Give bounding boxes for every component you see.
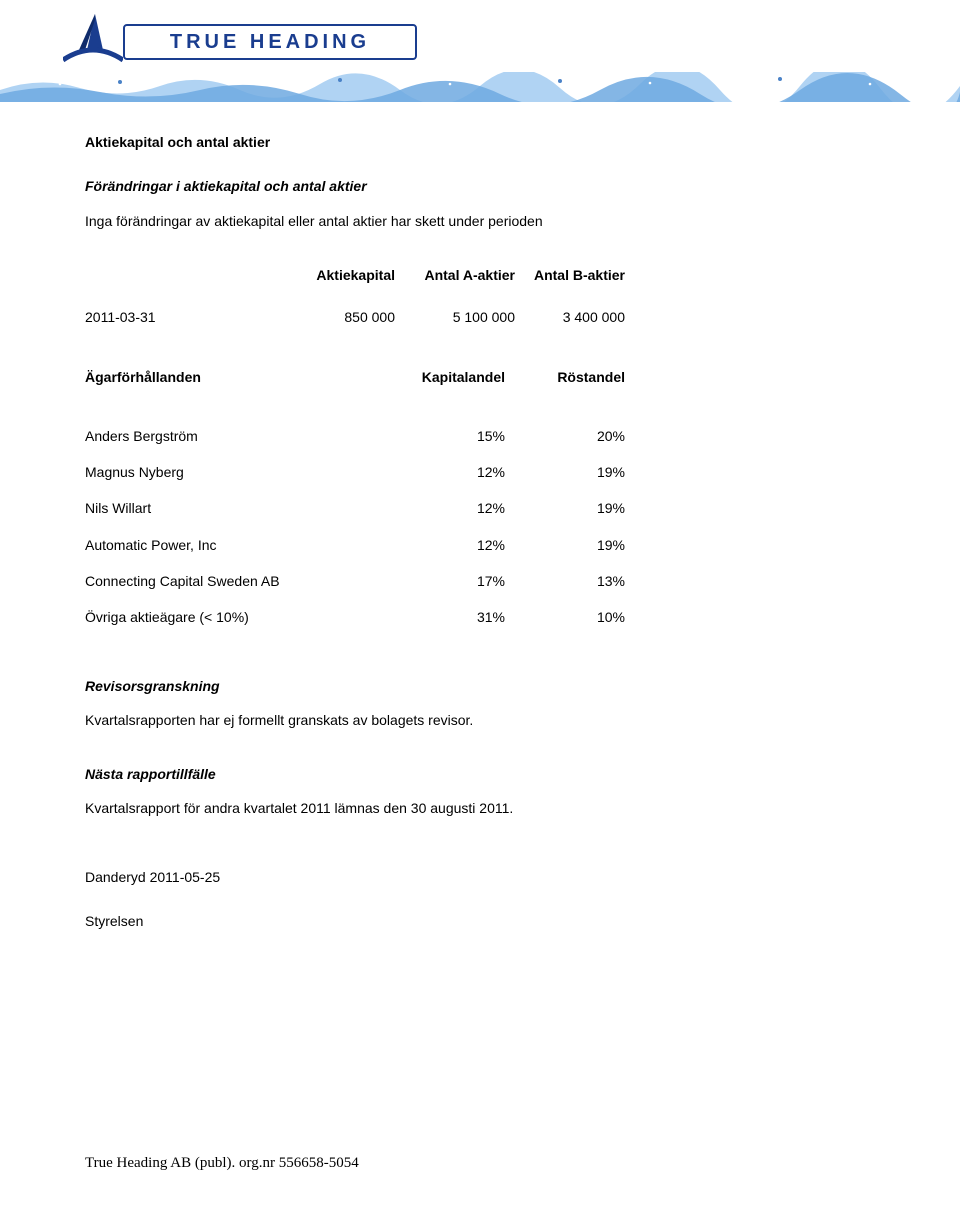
- table-row: Automatic Power, Inc 12% 19%: [85, 527, 625, 563]
- document-content: Aktiekapital och antal aktier Förändring…: [85, 132, 875, 931]
- section1-body: Inga förändringar av aktiekapital eller …: [85, 211, 875, 231]
- owner-kapital: 17%: [385, 563, 505, 599]
- owner-kapital: 31%: [385, 599, 505, 635]
- table-row: Aktiekapital Antal A-aktier Antal B-akti…: [85, 265, 625, 307]
- footer-org-line: True Heading AB (publ). org.nr 556658-50…: [85, 1155, 359, 1172]
- table-row: Magnus Nyberg 12% 19%: [85, 454, 625, 490]
- sign-place-date: Danderyd 2011-05-25: [85, 867, 875, 887]
- owner-rost: 19%: [505, 454, 625, 490]
- owner-name: Connecting Capital Sweden AB: [85, 563, 385, 599]
- capital-th-aktiekapital: Aktiekapital: [245, 265, 395, 307]
- owner-name: Automatic Power, Inc: [85, 527, 385, 563]
- capital-aktiekapital: 850 000: [245, 307, 395, 327]
- brand-logo: TRUE HEADING: [55, 18, 425, 62]
- owner-th-rost: Röstandel: [505, 367, 625, 417]
- owner-th-kapital: Kapitalandel: [385, 367, 505, 417]
- owner-kapital: 12%: [385, 527, 505, 563]
- owner-kapital: 12%: [385, 490, 505, 526]
- table-row: Övriga aktieägare (< 10%) 31% 10%: [85, 599, 625, 635]
- owner-rost: 13%: [505, 563, 625, 599]
- owner-name: Övriga aktieägare (< 10%): [85, 599, 385, 635]
- owner-kapital: 15%: [385, 418, 505, 454]
- owner-name: Magnus Nyberg: [85, 454, 385, 490]
- section2-body: Kvartalsrapporten har ej formellt gransk…: [85, 710, 875, 730]
- table-row: Nils Willart 12% 19%: [85, 490, 625, 526]
- owner-th-name: Ägarförhållanden: [85, 367, 385, 417]
- capital-th-a-aktier: Antal A-aktier: [395, 265, 515, 307]
- owner-rost: 19%: [505, 490, 625, 526]
- section2-title: Revisorsgranskning: [85, 676, 875, 696]
- water-divider: [0, 72, 960, 102]
- page: TRUE HEADING Aktiekapital och antal akti…: [0, 0, 960, 1226]
- capital-b-aktier: 3 400 000: [515, 307, 625, 327]
- brand-badge: TRUE HEADING: [123, 24, 417, 60]
- owner-name: Nils Willart: [85, 490, 385, 526]
- section3-title: Nästa rapportillfälle: [85, 764, 875, 784]
- capital-a-aktier: 5 100 000: [395, 307, 515, 327]
- owner-rost: 19%: [505, 527, 625, 563]
- logo-arc-icon: [63, 46, 123, 64]
- section1-title: Aktiekapital och antal aktier: [85, 132, 875, 152]
- table-row: 2011-03-31 850 000 5 100 000 3 400 000: [85, 307, 625, 327]
- table-row: Connecting Capital Sweden AB 17% 13%: [85, 563, 625, 599]
- capital-date: 2011-03-31: [85, 307, 245, 327]
- sign-by: Styrelsen: [85, 911, 875, 931]
- section3-body: Kvartalsrapport för andra kvartalet 2011…: [85, 798, 875, 818]
- brand-name: TRUE HEADING: [170, 31, 370, 54]
- section1-subtitle: Förändringar i aktiekapital och antal ak…: [85, 176, 875, 196]
- capital-table: Aktiekapital Antal A-aktier Antal B-akti…: [85, 265, 625, 328]
- owner-rost: 10%: [505, 599, 625, 635]
- owner-name: Anders Bergström: [85, 418, 385, 454]
- capital-th-blank: [85, 265, 245, 307]
- water-wave-icon: [0, 72, 960, 102]
- owner-rost: 20%: [505, 418, 625, 454]
- table-row: Ägarförhållanden Kapitalandel Röstandel: [85, 367, 625, 417]
- ownership-table: Ägarförhållanden Kapitalandel Röstandel …: [85, 367, 625, 635]
- owner-kapital: 12%: [385, 454, 505, 490]
- capital-th-b-aktier: Antal B-aktier: [515, 265, 625, 307]
- table-row: Anders Bergström 15% 20%: [85, 418, 625, 454]
